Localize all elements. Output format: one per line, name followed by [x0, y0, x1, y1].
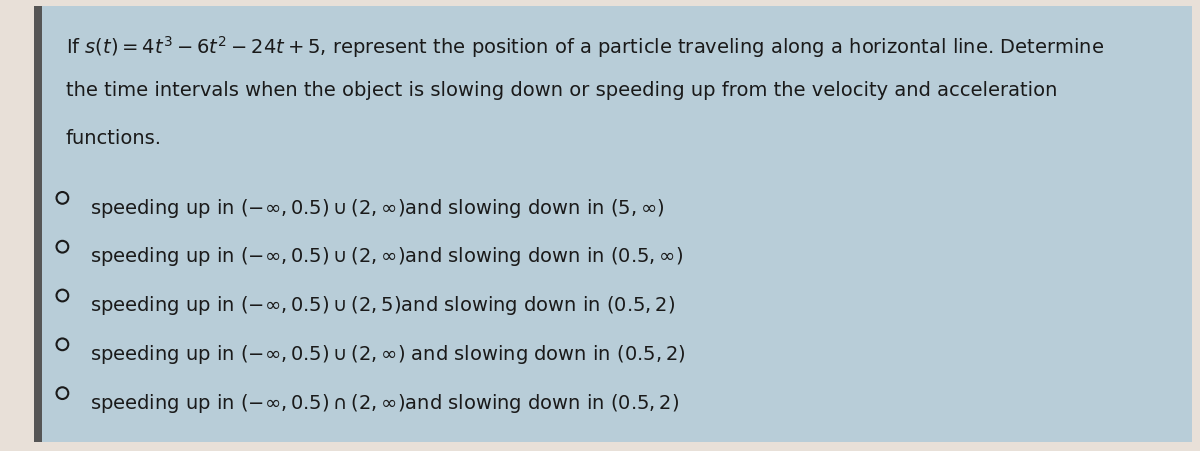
Text: the time intervals when the object is slowing down or speeding up from the veloc: the time intervals when the object is sl…	[66, 81, 1057, 100]
FancyBboxPatch shape	[34, 7, 42, 442]
FancyBboxPatch shape	[42, 7, 1192, 442]
Text: speeding up in $(-\infty, 0.5)\cap(2, \infty)$and slowing down in $(0.5, 2)$: speeding up in $(-\infty, 0.5)\cap(2, \i…	[90, 391, 679, 414]
Text: functions.: functions.	[66, 129, 162, 147]
Text: speeding up in $(-\infty, 0.5)\cup(2, \infty)$and slowing down in $(0.5, \infty): speeding up in $(-\infty, 0.5)\cup(2, \i…	[90, 245, 683, 268]
Text: If $s(t) = 4t^3 - 6t^2 - 24t + 5$, represent the position of a particle travelin: If $s(t) = 4t^3 - 6t^2 - 24t + 5$, repre…	[66, 34, 1104, 60]
Text: speeding up in $(-\infty, 0.5)\cup(2, 5)$and slowing down in $(0.5, 2)$: speeding up in $(-\infty, 0.5)\cup(2, 5)…	[90, 294, 676, 317]
Text: speeding up in $(-\infty, 0.5)\cup(2, \infty)$ and slowing down in $(0.5, 2)$: speeding up in $(-\infty, 0.5)\cup(2, \i…	[90, 342, 685, 365]
Text: speeding up in $(-\infty, 0.5)\cup(2, \infty)$and slowing down in $(5, \infty)$: speeding up in $(-\infty, 0.5)\cup(2, \i…	[90, 196, 665, 219]
